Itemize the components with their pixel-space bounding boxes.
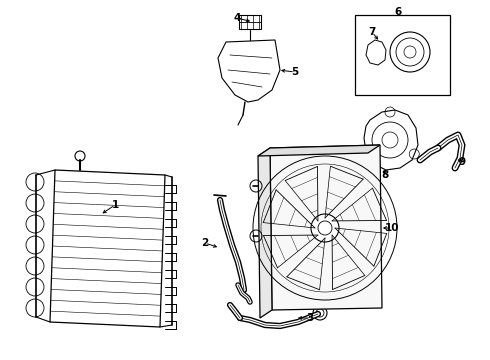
- Circle shape: [311, 214, 339, 242]
- Polygon shape: [258, 148, 272, 318]
- Text: 5: 5: [292, 67, 298, 77]
- Text: 10: 10: [385, 223, 399, 233]
- Text: 3: 3: [306, 313, 314, 323]
- Text: 4: 4: [233, 13, 241, 23]
- Polygon shape: [258, 145, 380, 156]
- Bar: [355, 15, 450, 95]
- Text: 7: 7: [368, 27, 376, 37]
- Text: 8: 8: [381, 170, 389, 180]
- Text: 2: 2: [201, 238, 209, 248]
- Bar: [239, 15, 261, 29]
- Text: 1: 1: [111, 200, 119, 210]
- Text: 6: 6: [394, 7, 402, 17]
- Text: 9: 9: [459, 157, 466, 167]
- Polygon shape: [270, 145, 382, 310]
